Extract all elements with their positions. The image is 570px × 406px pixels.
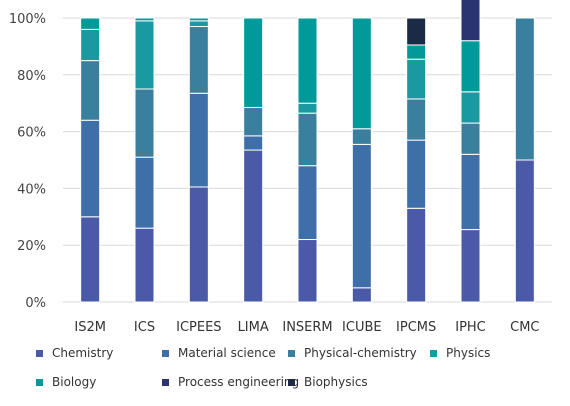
- bar-segment: [243, 135, 264, 151]
- bar-segment: [460, 91, 481, 124]
- x-tick-label: INSERM: [282, 320, 332, 335]
- bar-segment: [297, 102, 318, 114]
- bar-segment: [406, 98, 427, 141]
- y-tick-label: 60%: [17, 126, 46, 141]
- bar-segment: [460, 153, 481, 231]
- bar-segment: [406, 207, 427, 303]
- legend-item: Biology: [36, 375, 96, 389]
- bar-segment: [351, 17, 372, 130]
- legend-label: Process engineering: [178, 375, 300, 389]
- legend-item: Physical-chemistry: [288, 346, 417, 360]
- y-tick-label: 20%: [17, 239, 46, 254]
- bar-segment: [188, 186, 209, 303]
- legend-item: Process engineering: [162, 375, 299, 389]
- bar-segment: [297, 112, 318, 167]
- bar-segment: [80, 216, 101, 303]
- bar-segment: [80, 60, 101, 121]
- legend-swatch: [430, 349, 437, 357]
- x-tick-label: ICS: [134, 320, 155, 335]
- bars: [80, 0, 535, 303]
- bar-segment: [351, 287, 372, 303]
- bar-segment: [134, 156, 155, 229]
- bar-segment: [460, 229, 481, 303]
- bar-segment: [134, 88, 155, 158]
- legend-label: Material science: [178, 346, 276, 360]
- legend-swatch: [36, 349, 43, 357]
- bar-segment: [297, 17, 318, 104]
- bar-segment: [460, 0, 481, 42]
- legend-item: Physics: [430, 346, 490, 360]
- legend-label: Physical-chemistry: [304, 346, 417, 360]
- y-tick-label: 40%: [17, 182, 46, 197]
- legend-label: Biology: [52, 375, 97, 389]
- x-tick-label: ICUBE: [342, 320, 382, 335]
- legend-swatch: [162, 378, 169, 386]
- legend-item: Material science: [162, 346, 276, 360]
- x-tick-label: ICPEES: [176, 320, 221, 335]
- bar-segment: [80, 119, 101, 218]
- bar-segment: [460, 122, 481, 155]
- legend-label: Physics: [446, 346, 491, 360]
- bar-segment: [134, 227, 155, 303]
- bar-segment: [460, 40, 481, 93]
- bar-segment: [406, 58, 427, 100]
- bar-segment: [188, 17, 209, 22]
- bar-segment: [351, 143, 372, 289]
- y-tick-label: 0%: [25, 296, 46, 311]
- bar-segment: [514, 159, 535, 303]
- bar-segment: [297, 165, 318, 241]
- legend-label: Chemistry: [52, 346, 114, 360]
- x-tick-label: LIMA: [238, 320, 269, 335]
- x-tick-label: IPCMS: [396, 320, 436, 335]
- legend-item: Biophysics: [288, 375, 368, 389]
- legend-swatch: [162, 349, 169, 357]
- bar-segment: [406, 44, 427, 60]
- bar-segment: [134, 17, 155, 22]
- bar-segment: [297, 239, 318, 303]
- legend-swatch: [288, 349, 295, 357]
- y-tick-label: 80%: [17, 69, 46, 84]
- bar-segment: [406, 139, 427, 209]
- bar-segment: [243, 149, 264, 303]
- bar-segment: [80, 28, 101, 62]
- legend-item: Chemistry: [36, 346, 113, 360]
- bar-segment: [351, 128, 372, 145]
- bar-segment: [243, 106, 264, 137]
- x-tick-label: IS2M: [74, 320, 106, 335]
- bar-segment: [188, 26, 209, 94]
- bar-segment: [514, 17, 535, 161]
- bar-segment: [243, 17, 264, 108]
- x-tick-label: CMC: [510, 320, 539, 335]
- bar-segment: [188, 92, 209, 188]
- bar-segment: [406, 17, 427, 46]
- bar-segment: [80, 17, 101, 30]
- bar-segment: [188, 20, 209, 28]
- axes: 0% 20% 40% 60% 80% 100% IS2M ICS ICPEES LIMA INSER…: [9, 12, 540, 335]
- legend-swatch: [36, 378, 43, 386]
- y-tick-label: 100%: [9, 12, 46, 27]
- legend-swatch: [288, 378, 295, 386]
- bar-segment: [134, 20, 155, 90]
- x-tick-label: IPHC: [455, 320, 486, 335]
- legend-label: Biophysics: [304, 375, 368, 389]
